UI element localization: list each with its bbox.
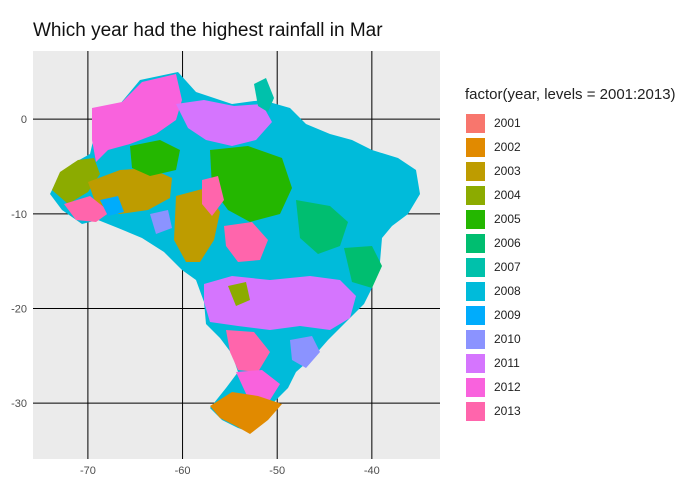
legend-label: 2003 (494, 164, 521, 178)
legend-swatch (465, 112, 486, 134)
legend-label: 2010 (494, 332, 521, 346)
y-tick-label: -10 (11, 209, 27, 221)
legend-swatch (465, 328, 486, 350)
region-c-2010 (150, 210, 172, 234)
x-tick-label: -40 (364, 465, 380, 477)
region-fs-2002 (210, 392, 282, 434)
legend-item-2004: 2004 (465, 183, 676, 207)
legend-item-2012: 2012 (465, 375, 676, 399)
legend-swatch (465, 376, 486, 398)
legend-swatch (465, 232, 486, 254)
region-s-2013 (226, 330, 270, 372)
legend-swatch (465, 304, 486, 326)
legend-item-2009: 2009 (465, 303, 676, 327)
region-w-2013 (64, 196, 110, 222)
legend-swatch (465, 256, 486, 278)
legend-swatch (465, 280, 486, 302)
legend-item-2002: 2002 (465, 135, 676, 159)
legend-label: 2008 (494, 284, 521, 298)
x-tick-label: -50 (269, 465, 285, 477)
map-title: Which year had the highest rainfall in M… (33, 20, 383, 41)
legend-item-2001: 2001 (465, 111, 676, 135)
legend-swatch (465, 136, 486, 158)
region-se-2010 (290, 336, 320, 368)
region-sw-2004 (228, 282, 250, 306)
region-e-2006 (296, 200, 348, 254)
legend-label: 2007 (494, 260, 521, 274)
legend-label: 2001 (494, 116, 521, 130)
legend-title: factor(year, levels = 2001:2013) (465, 86, 676, 103)
y-tick-label: 0 (21, 114, 27, 126)
legend-label: 2009 (494, 308, 521, 322)
legend-swatch (465, 400, 486, 422)
legend-label: 2013 (494, 404, 521, 418)
legend-label: 2012 (494, 380, 521, 394)
region-c-2013b (202, 176, 224, 216)
region-n-2007 (254, 78, 274, 112)
legend-label: 2006 (494, 236, 521, 250)
region-s-2011 (204, 276, 356, 330)
region-nw-2012 (92, 74, 182, 162)
region-c-2005b (130, 140, 180, 176)
region-s-2012 (236, 370, 280, 400)
legend-item-2007: 2007 (465, 255, 676, 279)
legend-label: 2004 (494, 188, 521, 202)
legend-item-2010: 2010 (465, 327, 676, 351)
region-e-2006b (344, 246, 382, 288)
legend-label: 2011 (494, 356, 520, 370)
legend-item-2013: 2013 (465, 399, 676, 423)
region-n-2011 (176, 100, 272, 146)
x-tick-label: -60 (175, 465, 191, 477)
legend-swatch (465, 352, 486, 374)
legend-item-2003: 2003 (465, 159, 676, 183)
legend-label: 2002 (494, 140, 521, 154)
region-cs-2013 (224, 222, 268, 262)
legend-item-2008: 2008 (465, 279, 676, 303)
y-axis-ticks: 0 -10 -20 -30 (11, 114, 27, 410)
legend-item-2005: 2005 (465, 207, 676, 231)
y-tick-label: -20 (11, 303, 27, 315)
region-w-2004 (52, 158, 100, 204)
x-axis-ticks: -70 -60 -50 -40 (80, 465, 380, 477)
region-nw-2009 (100, 196, 124, 216)
legend-swatch (465, 208, 486, 230)
legend-label: 2005 (494, 212, 521, 226)
legend-item-2006: 2006 (465, 231, 676, 255)
legend-swatch (465, 184, 486, 206)
brazil-map (50, 72, 420, 434)
legend-item-2011: 2011 (465, 351, 676, 375)
region-c-2005 (210, 146, 292, 222)
legend-swatch (465, 160, 486, 182)
y-tick-label: -30 (11, 398, 27, 410)
x-tick-label: -70 (80, 465, 96, 477)
legend: factor(year, levels = 2001:2013) 2001 200… (465, 86, 676, 423)
legend-items: 2001 2002 2003 2004 2005 2006 2007 2008 2009 2010… (465, 111, 676, 423)
